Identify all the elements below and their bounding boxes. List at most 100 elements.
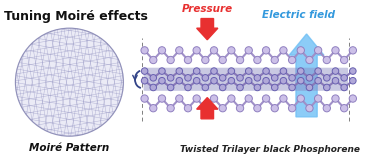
Circle shape (141, 77, 148, 84)
FancyArrow shape (289, 34, 324, 117)
Circle shape (219, 84, 226, 91)
Text: Pressure: Pressure (182, 4, 233, 14)
Circle shape (314, 95, 322, 102)
Circle shape (262, 95, 270, 102)
Circle shape (185, 74, 191, 81)
Circle shape (341, 56, 348, 64)
Circle shape (194, 77, 200, 84)
Text: Electric field: Electric field (262, 10, 335, 20)
Circle shape (271, 56, 279, 64)
Circle shape (167, 104, 174, 112)
Circle shape (150, 56, 157, 64)
Circle shape (245, 77, 252, 84)
Circle shape (323, 104, 330, 112)
Circle shape (150, 104, 157, 112)
Circle shape (141, 95, 148, 102)
Circle shape (332, 95, 339, 102)
Circle shape (324, 74, 330, 81)
Circle shape (341, 74, 347, 81)
Circle shape (228, 95, 235, 102)
Circle shape (280, 95, 287, 102)
Circle shape (263, 77, 270, 84)
Circle shape (271, 84, 278, 91)
Circle shape (332, 77, 339, 84)
Circle shape (289, 84, 295, 91)
Circle shape (349, 95, 356, 102)
Circle shape (176, 95, 183, 102)
Circle shape (219, 74, 226, 81)
Circle shape (297, 68, 304, 74)
Circle shape (228, 77, 235, 84)
Circle shape (211, 68, 217, 74)
Circle shape (271, 74, 278, 81)
Circle shape (184, 104, 192, 112)
Circle shape (202, 56, 209, 64)
Circle shape (306, 84, 313, 91)
Circle shape (341, 84, 347, 91)
Circle shape (237, 74, 243, 81)
Circle shape (280, 47, 287, 54)
Circle shape (167, 84, 174, 91)
Circle shape (280, 68, 287, 74)
Circle shape (323, 56, 330, 64)
Circle shape (150, 74, 156, 81)
Text: Moiré Pattern: Moiré Pattern (29, 143, 110, 153)
Circle shape (202, 84, 209, 91)
Circle shape (176, 68, 183, 74)
Circle shape (202, 74, 209, 81)
Circle shape (297, 47, 304, 54)
Circle shape (332, 47, 339, 54)
Circle shape (350, 68, 356, 74)
Circle shape (141, 47, 148, 54)
Circle shape (254, 56, 261, 64)
Circle shape (289, 74, 295, 81)
Circle shape (236, 104, 244, 112)
Circle shape (271, 104, 279, 112)
Circle shape (176, 47, 183, 54)
Circle shape (141, 68, 148, 74)
Circle shape (315, 77, 321, 84)
Circle shape (194, 68, 200, 74)
Circle shape (262, 47, 270, 54)
Circle shape (332, 68, 339, 74)
Circle shape (202, 104, 209, 112)
Circle shape (158, 95, 166, 102)
Circle shape (185, 84, 191, 91)
Circle shape (150, 84, 156, 91)
Circle shape (211, 77, 217, 84)
Circle shape (245, 68, 252, 74)
FancyBboxPatch shape (144, 68, 348, 91)
Circle shape (297, 77, 304, 84)
Circle shape (306, 74, 313, 81)
Circle shape (349, 47, 356, 54)
Circle shape (167, 56, 174, 64)
Circle shape (158, 47, 166, 54)
Circle shape (280, 77, 287, 84)
Circle shape (159, 68, 165, 74)
Circle shape (228, 47, 235, 54)
Circle shape (341, 104, 348, 112)
Circle shape (159, 77, 165, 84)
Circle shape (315, 68, 321, 74)
Circle shape (167, 74, 174, 81)
Circle shape (245, 95, 253, 102)
FancyArrow shape (197, 19, 218, 40)
Circle shape (15, 28, 123, 136)
Circle shape (193, 95, 200, 102)
Circle shape (219, 104, 226, 112)
Text: Twisted Trilayer black Phosphorene: Twisted Trilayer black Phosphorene (180, 145, 360, 154)
Circle shape (314, 47, 322, 54)
Circle shape (306, 56, 313, 64)
Circle shape (254, 104, 261, 112)
Circle shape (297, 95, 304, 102)
Circle shape (193, 47, 200, 54)
Circle shape (288, 56, 296, 64)
Text: Tuning Moiré effects: Tuning Moiré effects (4, 10, 148, 23)
Circle shape (210, 47, 218, 54)
Circle shape (228, 68, 235, 74)
Circle shape (176, 77, 183, 84)
Circle shape (254, 84, 261, 91)
Circle shape (306, 104, 313, 112)
Circle shape (237, 84, 243, 91)
Circle shape (254, 74, 261, 81)
